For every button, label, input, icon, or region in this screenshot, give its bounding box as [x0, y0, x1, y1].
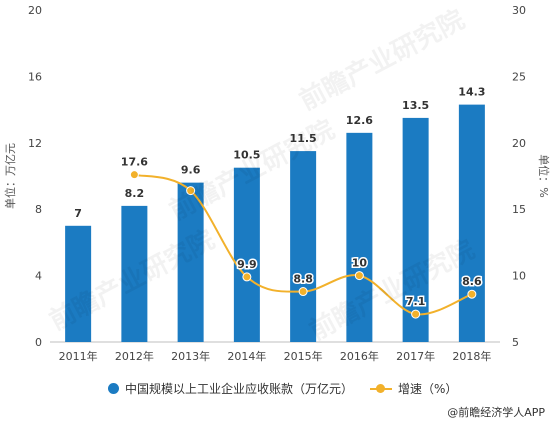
- growth-data-label: 8.8: [293, 273, 313, 286]
- growth-data-label: 9.9: [237, 258, 257, 271]
- x-tick-label: 2011年: [59, 349, 98, 363]
- growth-data-label: 17.6: [121, 156, 148, 169]
- y2-tick-label: 5: [512, 336, 519, 349]
- bar-data-label: 8.2: [125, 187, 145, 200]
- y2-tick-label: 15: [512, 203, 526, 216]
- growth-point: [186, 186, 196, 196]
- bar-data-label: 13.5: [402, 99, 429, 112]
- legend-label-line: 增速（%）: [398, 382, 458, 396]
- bar-data-label: 7: [74, 207, 82, 220]
- growth-point: [467, 289, 477, 299]
- x-tick-label: 2017年: [396, 349, 435, 363]
- growth-point: [411, 309, 421, 319]
- x-tick-label: 2014年: [227, 349, 266, 363]
- y-tick-label: 16: [28, 70, 42, 83]
- growth-data-label: 8.6: [462, 275, 482, 288]
- bar: [121, 205, 148, 342]
- bar-data-label: 9.6: [181, 164, 201, 177]
- x-tick-label: 2013年: [171, 349, 210, 363]
- bar-data-label: 12.6: [346, 114, 373, 127]
- x-tick-label: 2016年: [340, 349, 379, 363]
- bar-data-label: 14.3: [458, 86, 485, 99]
- bar: [402, 117, 429, 343]
- y-tick-label: 12: [28, 137, 42, 150]
- y2-tick-label: 30: [512, 4, 526, 17]
- growth-point: [242, 272, 252, 282]
- growth-data-label: 10: [352, 257, 368, 270]
- y2-tick-label: 20: [512, 137, 526, 150]
- y-tick-label: 0: [35, 336, 42, 349]
- bar-series-marker-icon: [108, 383, 119, 394]
- y-tick-label: 20: [28, 4, 42, 17]
- y-tick-label: 4: [35, 270, 42, 283]
- x-tick-label: 2012年: [115, 349, 154, 363]
- bar: [177, 182, 204, 342]
- x-tick-label: 2018年: [452, 349, 491, 363]
- growth-point: [354, 271, 364, 281]
- line-series-marker-icon: [370, 383, 392, 394]
- bar-data-label: 10.5: [233, 149, 260, 162]
- source-credit: @前瞻经济学人APP: [447, 406, 545, 419]
- legend-item-bars[interactable]: 中国规模以上工业企业应收账款（万亿元）: [108, 380, 353, 397]
- legend-item-line[interactable]: 增速（%）: [370, 380, 457, 397]
- legend-label-bars: 中国规模以上工业企业应收账款（万亿元）: [125, 382, 354, 396]
- bar: [346, 132, 373, 342]
- growth-data-label: 7.1: [406, 295, 426, 308]
- bar: [65, 225, 92, 342]
- bar: [233, 167, 260, 342]
- bar: [290, 151, 317, 342]
- growth-point: [129, 170, 139, 180]
- chart: 0 4 8 12 16 20 5 10 15 20 25 30 单位：万亿元 单位：% 2011年 2012年…: [3, 4, 551, 363]
- y2-axis-title: 单位：%: [537, 154, 551, 197]
- bar-data-label: 11.5: [290, 132, 317, 145]
- y-tick-label: 8: [35, 203, 42, 216]
- bar: [458, 104, 485, 343]
- x-tick-label: 2015年: [284, 349, 323, 363]
- growth-point: [298, 287, 308, 297]
- legend: 中国规模以上工业企业应收账款（万亿元） 增速（%）: [0, 380, 553, 400]
- y2-tick-label: 10: [512, 270, 526, 283]
- y-axis-title: 单位：万亿元: [3, 143, 17, 209]
- y2-tick-label: 25: [512, 70, 526, 83]
